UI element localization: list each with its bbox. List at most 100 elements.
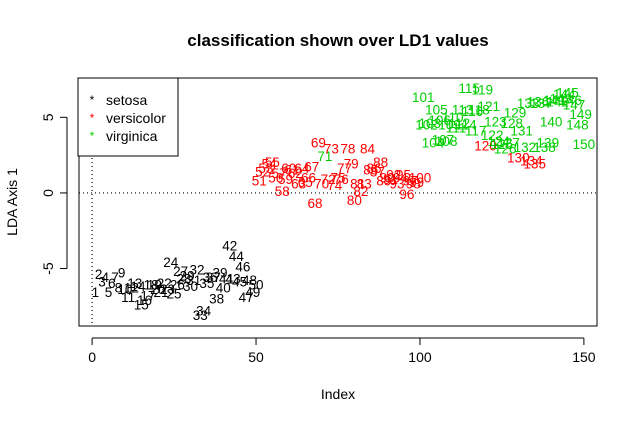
point-label: 123 bbox=[484, 114, 507, 129]
x-tick-label: 150 bbox=[572, 349, 596, 365]
point-label: 130 bbox=[507, 151, 530, 166]
point-label: 12 bbox=[124, 281, 139, 296]
point-label: 101 bbox=[412, 90, 435, 105]
point-label: 96 bbox=[399, 187, 414, 202]
point-label: 42 bbox=[222, 238, 237, 253]
point-label: 136 bbox=[527, 95, 550, 110]
point-label: 68 bbox=[308, 196, 323, 211]
point-label: 58 bbox=[275, 184, 290, 199]
point-label: 53 bbox=[258, 161, 273, 176]
point-label: 118 bbox=[468, 102, 490, 117]
point-label: 14 bbox=[130, 279, 146, 294]
point-label: 38 bbox=[209, 291, 224, 306]
point-label: 121 bbox=[478, 99, 501, 114]
point-label: 103 bbox=[419, 116, 442, 131]
point-label: 31 bbox=[186, 273, 201, 288]
point-label: 29 bbox=[180, 269, 195, 284]
point-label: 24 bbox=[163, 255, 179, 270]
point-label: 48 bbox=[242, 273, 257, 288]
point-label: 111 bbox=[446, 120, 467, 135]
point-label: 116 bbox=[462, 104, 484, 119]
point-label: 113 bbox=[452, 102, 474, 117]
point-label: 76 bbox=[334, 172, 349, 187]
point-label: 79 bbox=[344, 157, 359, 172]
point-label: 138 bbox=[533, 140, 556, 155]
point-label: 137 bbox=[530, 96, 553, 111]
point-label: 49 bbox=[245, 285, 260, 300]
point-label: 94 bbox=[393, 170, 409, 185]
point-label: 84 bbox=[360, 142, 376, 157]
point-label: 51 bbox=[252, 173, 267, 188]
point-label: 148 bbox=[566, 117, 589, 132]
point-label: 21 bbox=[153, 285, 168, 300]
point-label: 11 bbox=[121, 290, 135, 305]
point-label: 124 bbox=[487, 134, 510, 149]
legend-label: virginica bbox=[106, 128, 158, 144]
legend-label: setosa bbox=[106, 92, 147, 108]
point-label: 62 bbox=[288, 166, 303, 181]
point-label: 140 bbox=[540, 114, 563, 129]
point-label: 1 bbox=[92, 285, 100, 300]
point-label: 52 bbox=[255, 164, 270, 179]
point-label: 104 bbox=[422, 136, 445, 151]
point-label: 75 bbox=[330, 170, 345, 185]
point-label: 147 bbox=[563, 98, 586, 113]
point-label: 30 bbox=[183, 279, 198, 294]
point-label: 105 bbox=[425, 102, 448, 117]
point-label: 139 bbox=[537, 136, 560, 151]
point-label: 85 bbox=[363, 163, 378, 178]
point-label: 95 bbox=[396, 167, 411, 182]
point-label: 80 bbox=[347, 193, 362, 208]
point-label: 7 bbox=[111, 270, 119, 285]
point-label: 18 bbox=[144, 278, 159, 293]
point-label: 135 bbox=[523, 157, 546, 172]
y-tick-label: -5 bbox=[40, 262, 56, 275]
point-label: 2 bbox=[95, 267, 103, 282]
point-label: 63 bbox=[291, 176, 306, 191]
point-label: 128 bbox=[500, 116, 523, 131]
point-label: 133 bbox=[517, 96, 540, 111]
point-label: 15 bbox=[134, 297, 149, 312]
point-label: 54 bbox=[262, 157, 278, 172]
point-label: 149 bbox=[569, 107, 592, 122]
point-label: 73 bbox=[324, 142, 339, 157]
point-label: 144 bbox=[553, 87, 576, 102]
point-label: 35 bbox=[199, 276, 214, 291]
point-label: 4 bbox=[101, 270, 109, 285]
y-tick-label: 5 bbox=[40, 113, 56, 121]
point-labels: 1234567891011121314151617181920212223242… bbox=[92, 81, 596, 323]
point-label: 9 bbox=[118, 266, 126, 281]
point-label: 47 bbox=[239, 290, 254, 305]
point-label: 119 bbox=[471, 83, 493, 98]
point-label: 146 bbox=[560, 93, 583, 108]
point-label: 27 bbox=[173, 264, 188, 279]
point-label: 114 bbox=[455, 117, 477, 132]
point-label: 117 bbox=[465, 123, 487, 138]
chart-title: classification shown over LD1 values bbox=[187, 31, 488, 50]
point-label: 69 bbox=[311, 136, 326, 151]
point-label: 98 bbox=[406, 176, 421, 191]
point-label: 8 bbox=[115, 281, 123, 296]
point-label: 45 bbox=[232, 275, 247, 290]
point-label: 72 bbox=[321, 172, 336, 187]
point-label: 106 bbox=[428, 113, 451, 128]
y-tick-label: 0 bbox=[40, 189, 56, 197]
point-label: 88 bbox=[373, 155, 388, 170]
point-label: 89 bbox=[376, 173, 391, 188]
point-label: 97 bbox=[403, 173, 418, 188]
point-label: 50 bbox=[249, 278, 264, 293]
point-label: 33 bbox=[193, 308, 208, 323]
point-label: 112 bbox=[449, 116, 471, 131]
point-label: 141 bbox=[543, 93, 566, 108]
point-label: 78 bbox=[340, 142, 355, 157]
legend-label: versicolor bbox=[106, 110, 166, 126]
point-label: 41 bbox=[219, 272, 234, 287]
point-label: 20 bbox=[150, 282, 165, 297]
point-label: 56 bbox=[268, 170, 283, 185]
point-label: 61 bbox=[285, 163, 300, 178]
point-label: 83 bbox=[357, 176, 372, 191]
point-label: 22 bbox=[157, 276, 172, 291]
point-label: 129 bbox=[504, 105, 527, 120]
x-axis-label: Index bbox=[321, 386, 355, 402]
